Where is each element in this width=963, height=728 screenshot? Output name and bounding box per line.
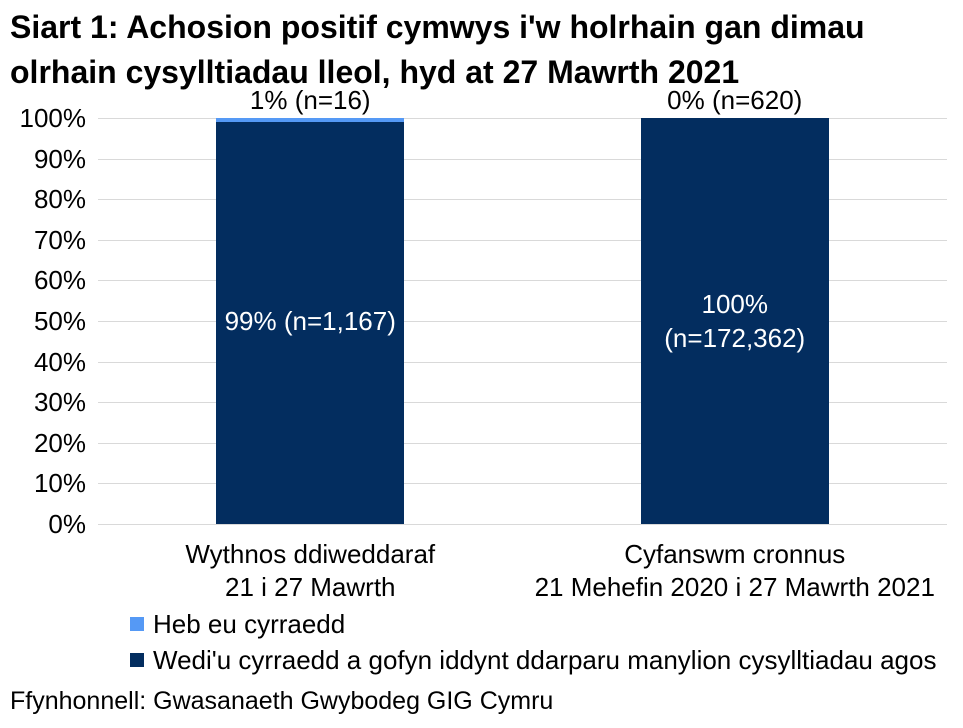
bar-segment-wedi-cyrraedd [216,122,405,524]
legend-item: Heb eu cyrraedd [130,606,936,642]
bar-column: 1% (n=16) 99% (n=1,167) [216,85,405,524]
source-note: Ffynhonnell: Gwasanaeth Gwybodeg GIG Cym… [10,687,554,715]
gridline-100 [98,118,947,119]
legend-item: Wedi'u cyrraedd a gofyn iddynt ddarparu … [130,642,936,678]
y-axis-tick-label: 40% [33,346,86,377]
y-axis-tick-label: 10% [33,468,86,499]
y-axis-tick-label: 60% [33,265,86,296]
chart-title-line-2: olrhain cysylltiadau lleol, hyd at 27 Ma… [10,54,740,90]
legend-label: Wedi'u cyrraedd a gofyn iddynt ddarparu … [153,645,937,675]
legend-swatch [130,617,144,631]
legend-swatch [130,653,144,667]
y-axis-tick-label: 50% [33,306,86,336]
plot-area: 0% 10% 20% 30% 40% 50% 60% 70% 80% 90% 100% Wythnos… [20,85,947,602]
bar-segment-wedi-cyrraedd [640,118,829,524]
bar-value-label-line: 100% [701,289,768,319]
bar-value-label-line: 99% (n=1,167) [224,306,396,336]
gridline-20 [98,442,947,444]
gridline-80 [98,199,947,201]
legend-label: Heb eu cyrraedd [153,609,346,639]
bar-value-label-line: (n=172,362) [664,323,806,353]
y-axis-tick-label: 100% [19,103,87,133]
x-axis-category-label: Wythnos ddiweddaraf 21 i 27 Mawrth [90,538,530,604]
bar-top-label: 0% (n=620) [667,85,803,115]
bar-segment-heb-eu-cyrraedd [216,118,405,123]
chart-title: Siart 1: Achosion positif cymwys i'w hol… [10,5,958,95]
y-axis-tick-label: 80% [33,184,86,215]
y-axis-tick-label: 30% [33,387,86,418]
x-axis-category-label-line: 21 Mehefin 2020 i 27 Mawrth 2021 [534,572,935,602]
bar-column: 0% (n=620) 100% (n=172,362) [640,85,829,524]
gridline-40 [98,361,947,363]
gridline-60 [98,280,947,282]
bar-top-label: 1% (n=16) [249,85,371,115]
x-axis-category-label-line: Wythnos ddiweddaraf [185,539,436,569]
gridline-30 [98,402,947,404]
gridline-10 [98,483,947,485]
x-axis-category-label-line: 21 i 27 Mawrth [224,572,396,602]
y-axis-tick-label: 90% [33,143,86,174]
x-axis-category-label: Cyfanswm cronnus 21 Mehefin 2020 i 27 Maw… [515,538,955,604]
gridline-50 [98,321,947,322]
bar-value-label: 100% (n=172,362) [664,287,805,355]
legend: Heb eu cyrraedd Wedi'u cyrraedd a gofyn i… [130,606,936,678]
chart-title-line-1: Siart 1: Achosion positif cymwys i'w hol… [10,9,865,45]
gridline-70 [98,239,947,241]
gridline-0 [98,524,947,525]
y-axis-tick-label: 20% [33,427,86,458]
gridline-90 [98,158,947,160]
y-axis-tick-label: 0% [48,509,86,539]
bar-value-label: 99% (n=1,167) [225,304,396,338]
x-axis-category-label-line: Cyfanswm cronnus [624,539,846,569]
y-axis-tick-label: 70% [33,224,86,255]
